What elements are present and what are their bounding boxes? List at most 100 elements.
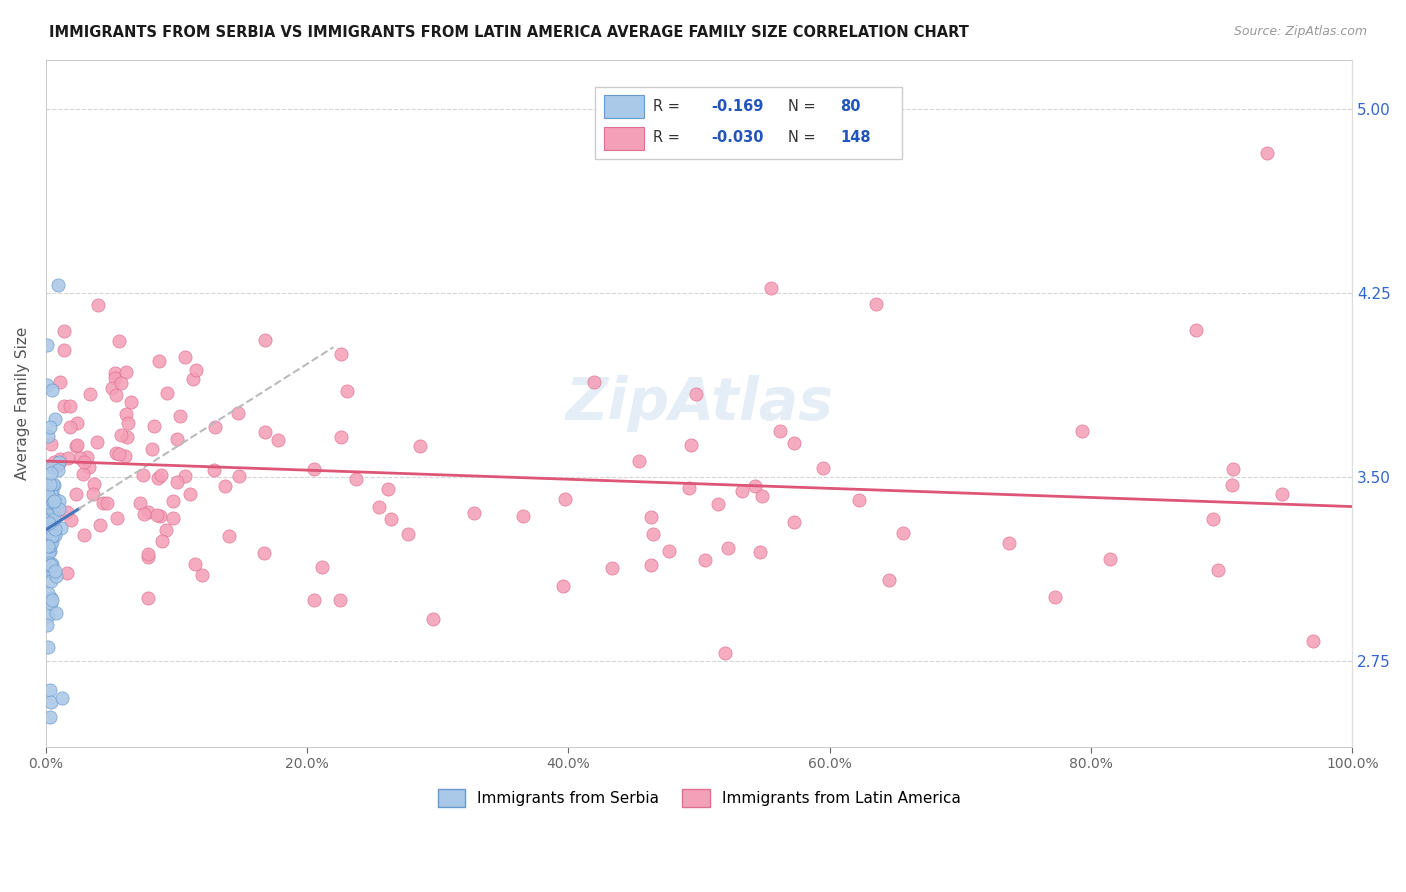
Point: [39, 487, 62, 501]
Point: [87, 298, 110, 312]
Point: [640, 558, 662, 572]
Point: [38, 493, 60, 508]
Point: [39, 566, 62, 580]
Point: [1256, 145, 1278, 160]
Point: [46, 457, 69, 471]
Point: [42, 500, 65, 515]
Point: [693, 553, 716, 567]
Point: [37, 491, 59, 505]
Point: [169, 409, 191, 424]
Point: [166, 475, 188, 490]
Point: [38, 509, 60, 524]
Point: [37, 488, 59, 502]
Point: [53, 343, 76, 357]
Point: [39, 596, 62, 610]
Point: [38, 710, 60, 724]
Point: [1098, 552, 1121, 566]
Point: [38, 556, 60, 570]
Point: [329, 430, 352, 444]
Point: [108, 447, 131, 461]
Point: [1220, 478, 1243, 492]
Point: [39, 591, 62, 605]
Point: [344, 472, 367, 486]
Point: [44, 412, 66, 426]
Point: [114, 449, 136, 463]
Point: [717, 541, 740, 555]
Point: [48, 494, 70, 508]
Point: [83, 476, 105, 491]
Point: [65, 487, 87, 501]
Point: [56, 451, 79, 466]
Point: [1302, 634, 1324, 648]
Point: [628, 454, 651, 468]
Point: [253, 546, 276, 560]
Point: [302, 593, 325, 607]
Point: [37, 609, 59, 624]
Point: [136, 505, 159, 519]
Point: [56, 505, 79, 519]
Point: [39, 544, 62, 558]
Point: [132, 467, 155, 482]
Point: [110, 376, 132, 390]
Point: [129, 496, 152, 510]
Point: [45, 458, 67, 473]
Point: [39, 507, 62, 521]
Point: [39, 558, 62, 572]
Point: [77, 460, 100, 475]
Point: [37, 498, 59, 512]
Point: [848, 492, 870, 507]
Point: [104, 446, 127, 460]
Point: [37, 378, 59, 392]
Point: [136, 549, 159, 564]
Point: [685, 387, 707, 401]
Y-axis label: Average Family Size: Average Family Size: [15, 326, 30, 480]
Point: [744, 479, 766, 493]
Point: [751, 489, 773, 503]
Point: [72, 467, 94, 482]
Point: [42, 512, 65, 526]
Point: [48, 455, 70, 469]
Point: [114, 365, 136, 379]
Point: [311, 559, 333, 574]
Point: [553, 579, 575, 593]
Point: [59, 420, 82, 434]
Point: [91, 496, 114, 510]
Point: [166, 432, 188, 446]
Point: [39, 485, 62, 500]
Point: [149, 468, 172, 483]
Point: [101, 381, 124, 395]
Point: [396, 527, 419, 541]
Point: [759, 281, 782, 295]
Point: [769, 424, 792, 438]
Point: [38, 477, 60, 491]
Point: [46, 278, 69, 293]
Point: [41, 514, 63, 528]
Point: [134, 507, 156, 521]
Point: [149, 508, 172, 523]
Point: [115, 430, 138, 444]
Point: [554, 491, 576, 506]
Point: [643, 526, 665, 541]
Point: [377, 482, 399, 496]
Point: [226, 406, 249, 420]
Point: [707, 497, 730, 511]
Point: [254, 333, 277, 347]
Point: [148, 353, 170, 368]
Point: [37, 495, 59, 509]
Point: [1184, 322, 1206, 336]
Point: [408, 439, 430, 453]
Point: [60, 513, 83, 527]
Point: [678, 481, 700, 495]
Point: [162, 494, 184, 508]
Point: [44, 509, 66, 524]
Point: [146, 508, 169, 523]
Point: [302, 462, 325, 476]
Point: [39, 696, 62, 710]
Point: [136, 591, 159, 606]
Point: [103, 371, 125, 385]
Point: [53, 399, 76, 413]
Point: [37, 508, 59, 522]
Point: [42, 495, 65, 509]
Point: [46, 463, 69, 477]
Point: [156, 385, 179, 400]
